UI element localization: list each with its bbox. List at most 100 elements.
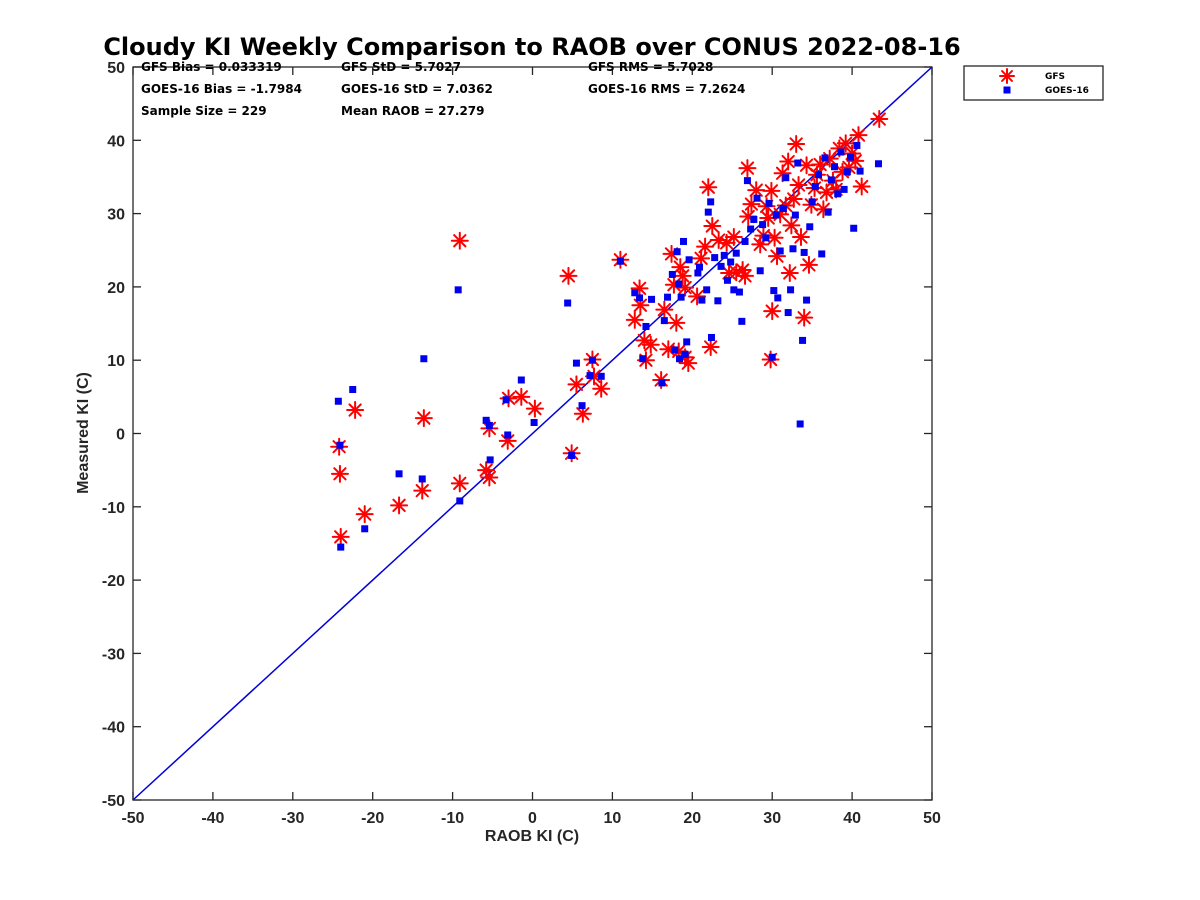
gfs-point xyxy=(355,505,374,524)
goes16-point xyxy=(664,293,672,301)
goes16-point xyxy=(631,289,639,297)
stat-text: Mean RAOB = 27.279 xyxy=(341,104,485,118)
goes16-point xyxy=(677,293,685,301)
goes16-point xyxy=(789,245,797,253)
goes16-point xyxy=(723,276,731,284)
series-layer xyxy=(330,110,889,551)
y-tick-label: -40 xyxy=(102,720,125,737)
goes16-point xyxy=(349,386,357,394)
gfs-point xyxy=(676,278,695,297)
series-goes-16 xyxy=(334,141,882,551)
gfs-point xyxy=(811,155,830,174)
goes16-point xyxy=(714,297,722,305)
goes16-point xyxy=(704,208,712,216)
goes16-point xyxy=(787,286,795,294)
goes16-point xyxy=(741,237,749,245)
series-gfs xyxy=(330,110,889,546)
goes16-point xyxy=(578,402,586,410)
gfs-point xyxy=(330,464,349,483)
gfs-point xyxy=(331,527,350,546)
statistics-block: GFS Bias = 0.033319 GFS StD = 5.7027 GFS R… xyxy=(141,60,745,118)
goes16-point xyxy=(774,294,782,302)
gfs-point xyxy=(791,228,810,247)
goes16-point xyxy=(843,168,851,176)
goes16-point xyxy=(673,248,681,256)
goes16-point xyxy=(799,336,807,344)
goes16-point xyxy=(756,267,764,275)
gfs-point xyxy=(390,496,409,515)
goes16-point xyxy=(707,198,715,206)
goes16-point xyxy=(668,270,676,278)
stat-text: GFS RMS = 5.7028 xyxy=(588,60,713,74)
goes16-point xyxy=(720,251,728,259)
goes16-point xyxy=(806,223,814,231)
goes16-point xyxy=(856,167,864,175)
goes16-point xyxy=(784,309,792,317)
goes16-point xyxy=(685,256,693,264)
goes16-point xyxy=(853,141,861,149)
y-tick-label: -20 xyxy=(102,573,125,590)
plot-area xyxy=(132,66,933,801)
goes16-point xyxy=(874,160,882,168)
gfs-point xyxy=(673,266,692,285)
goes16-point xyxy=(486,456,494,464)
goes16-point xyxy=(572,359,580,367)
goes16-point xyxy=(707,333,715,341)
gfs-point xyxy=(789,176,808,195)
legend-marker-goes16 xyxy=(1003,86,1011,94)
goes16-point xyxy=(418,475,426,483)
gfs-point xyxy=(480,468,499,487)
x-axis: -50 -40 -30 -20 -10 0 10 20 30 40 50 xyxy=(121,67,941,827)
legend: GFS GOES-16 xyxy=(963,65,1104,101)
goes16-point xyxy=(779,204,787,212)
gfs-point xyxy=(525,399,544,418)
x-tick-label: -10 xyxy=(441,810,464,827)
goes16-point xyxy=(695,263,703,271)
gfs-point xyxy=(870,110,889,129)
goes16-point xyxy=(675,280,683,288)
y-axis-title: Measured KI (C) xyxy=(75,372,92,494)
x-tick-label: -30 xyxy=(281,810,304,827)
goes16-point xyxy=(791,211,799,219)
goes16-point xyxy=(821,154,829,162)
goes16-point xyxy=(597,372,605,380)
goes16-point xyxy=(517,376,525,384)
y-tick-label: 20 xyxy=(107,280,125,297)
goes16-point xyxy=(642,322,650,330)
x-axis-title: RAOB KI (C) xyxy=(485,828,579,845)
gfs-point xyxy=(787,134,806,153)
gfs-point xyxy=(733,261,752,280)
goes16-point xyxy=(727,258,735,266)
goes16-point xyxy=(735,288,743,296)
goes16-point xyxy=(636,294,644,302)
goes16-point xyxy=(730,286,738,294)
y-tick-label: -30 xyxy=(102,646,125,663)
goes16-point xyxy=(759,221,767,229)
gfs-point xyxy=(692,249,711,268)
x-tick-label: 0 xyxy=(528,810,537,827)
goes16-point xyxy=(831,163,839,171)
goes16-point xyxy=(827,176,835,184)
goes16-point xyxy=(772,211,780,219)
x-tick-label: 30 xyxy=(763,810,781,827)
gfs-point xyxy=(780,263,799,282)
gfs-point xyxy=(849,126,868,145)
x-tick-label: -50 xyxy=(121,810,144,827)
goes16-point xyxy=(420,355,428,363)
gfs-point xyxy=(414,409,433,428)
goes16-point xyxy=(717,262,725,270)
y-tick-label: 50 xyxy=(107,60,125,77)
gfs-point xyxy=(762,181,781,200)
goes16-point xyxy=(680,237,688,245)
goes16-point xyxy=(847,153,855,161)
gfs-point xyxy=(655,300,674,319)
goes16-point xyxy=(482,416,490,424)
gfs-point xyxy=(667,313,686,332)
goes16-point xyxy=(485,421,493,429)
gfs-point xyxy=(779,152,798,171)
goes16-point xyxy=(768,353,776,361)
y-tick-label: -10 xyxy=(102,500,125,517)
goes16-point xyxy=(840,185,848,193)
goes16-point xyxy=(811,182,819,190)
